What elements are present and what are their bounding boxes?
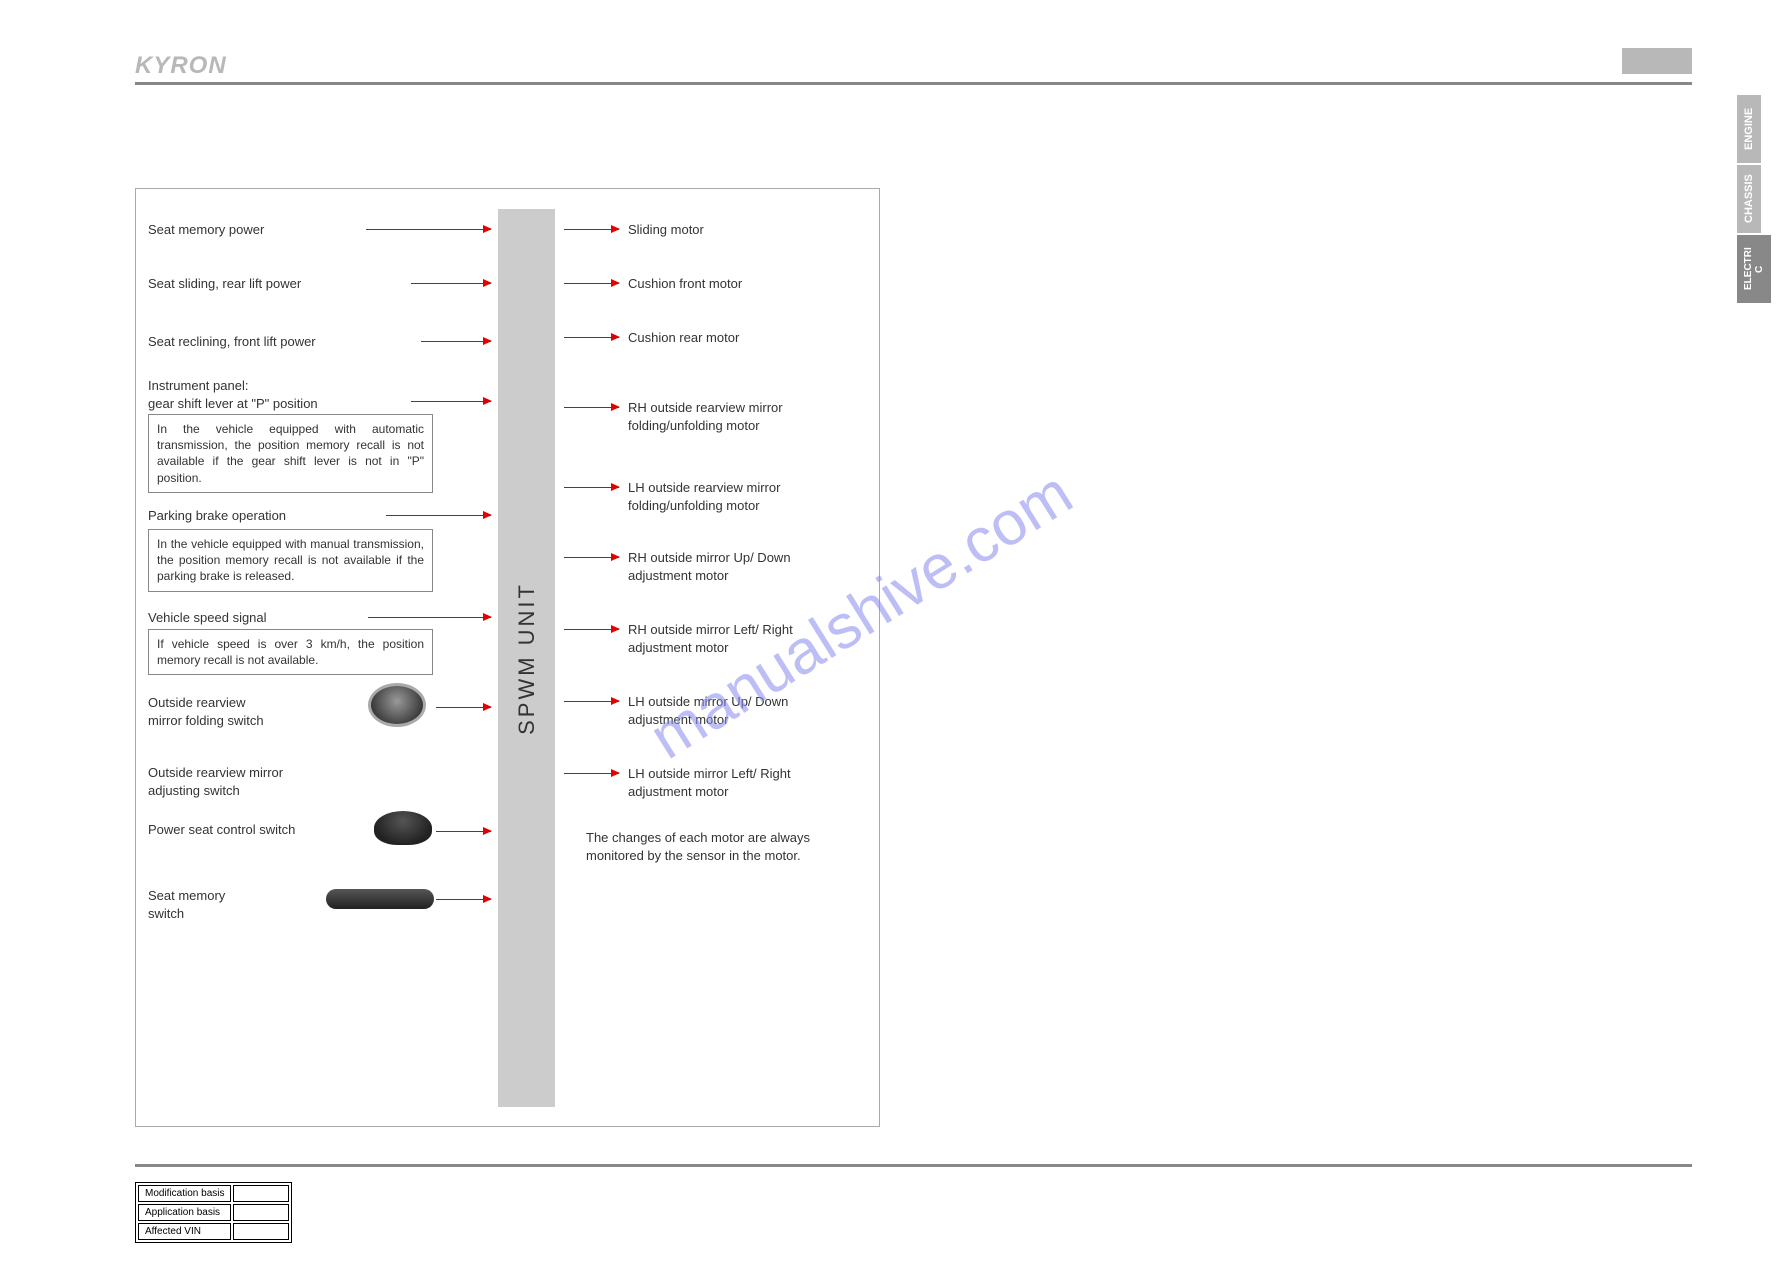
input-seat-reclining: Seat reclining, front lift power xyxy=(148,333,316,351)
arrow-icon xyxy=(366,229,491,230)
arrow-icon xyxy=(411,283,491,284)
cell-label: Modification basis xyxy=(138,1185,231,1202)
arrow-icon xyxy=(368,617,491,618)
label-line2: switch xyxy=(148,906,184,921)
page-header: KYRON xyxy=(135,52,1692,80)
input-seat-memory-power: Seat memory power xyxy=(148,221,264,239)
tab-chassis[interactable]: CHASSIS xyxy=(1737,165,1761,233)
input-parking-brake: Parking brake operation xyxy=(148,507,286,525)
cell-value xyxy=(233,1204,289,1221)
input-seat-memory-switch: Seat memory switch xyxy=(148,887,225,923)
header-page-block xyxy=(1622,48,1692,74)
note-box: In the vehicle equipped with automatic t… xyxy=(148,414,433,493)
arrow-icon xyxy=(564,283,619,284)
label-line1: Outside rearview xyxy=(148,695,246,710)
cell-value xyxy=(233,1223,289,1240)
output-sliding-motor: Sliding motor xyxy=(628,221,704,239)
note-box: In the vehicle equipped with manual tran… xyxy=(148,529,433,592)
label-line1: Seat memory xyxy=(148,888,225,903)
table-row: Modification basis xyxy=(138,1185,289,1202)
note-vehicle-speed: If vehicle speed is over 3 km/h, the pos… xyxy=(148,629,433,675)
label-line2: mirror folding switch xyxy=(148,713,264,728)
arrow-icon xyxy=(564,487,619,488)
input-seat-sliding: Seat sliding, rear lift power xyxy=(148,275,301,293)
arrow-icon xyxy=(564,337,619,338)
output-lh-mirror-fold: LH outside rearview mirror folding/unfol… xyxy=(628,479,788,515)
arrow-icon xyxy=(564,407,619,408)
arrow-icon xyxy=(386,515,491,516)
output-rh-mirror-updown: RH outside mirror Up/ Down adjustment mo… xyxy=(628,549,798,585)
footer-rule xyxy=(135,1164,1692,1167)
footer-meta-table: Modification basis Application basis Aff… xyxy=(135,1182,292,1243)
output-cushion-front: Cushion front motor xyxy=(628,275,742,293)
label-line1: Outside rearview mirror xyxy=(148,765,283,780)
cell-label: Application basis xyxy=(138,1204,231,1221)
note-automatic-transmission: In the vehicle equipped with automatic t… xyxy=(148,414,433,493)
input-instrument-panel: Instrument panel: gear shift lever at "P… xyxy=(148,377,318,413)
output-cushion-rear: Cushion rear motor xyxy=(628,329,739,347)
table-row: Affected VIN xyxy=(138,1223,289,1240)
arrow-icon xyxy=(564,701,619,702)
label-line1: Instrument panel: xyxy=(148,378,248,393)
section-tabs: ENGINE CHASSIS ELECTRI C xyxy=(1737,95,1765,305)
header-rule xyxy=(135,82,1692,85)
label-line2: gear shift lever at "P" position xyxy=(148,396,318,411)
output-rh-mirror-leftright: RH outside mirror Left/ Right adjustment… xyxy=(628,621,798,657)
power-seat-switch-icon xyxy=(374,811,432,845)
input-vehicle-speed: Vehicle speed signal xyxy=(148,609,267,627)
note-box: If vehicle speed is over 3 km/h, the pos… xyxy=(148,629,433,675)
cell-label: Affected VIN xyxy=(138,1223,231,1240)
arrow-icon xyxy=(436,707,491,708)
output-lh-mirror-leftright: LH outside mirror Left/ Right adjustment… xyxy=(628,765,798,801)
brand-logo: KYRON xyxy=(135,52,1692,80)
arrow-icon xyxy=(564,629,619,630)
mirror-folding-switch-icon xyxy=(368,683,426,727)
arrow-icon xyxy=(421,341,491,342)
arrow-icon xyxy=(436,831,491,832)
arrow-icon xyxy=(411,401,491,402)
seat-memory-switch-icon xyxy=(326,889,434,909)
spwm-diagram: SPWM UNIT Seat memory power Seat sliding… xyxy=(135,188,880,1127)
input-mirror-folding-switch: Outside rearview mirror folding switch xyxy=(148,694,264,730)
spwm-unit-label: SPWM UNIT xyxy=(514,582,540,735)
arrow-icon xyxy=(564,557,619,558)
arrow-icon xyxy=(436,899,491,900)
spwm-unit-block: SPWM UNIT xyxy=(498,209,555,1107)
tab-electric[interactable]: ELECTRI C xyxy=(1737,235,1771,303)
output-rh-mirror-fold: RH outside rearview mirror folding/unfol… xyxy=(628,399,788,435)
cell-value xyxy=(233,1185,289,1202)
table-row: Application basis xyxy=(138,1204,289,1221)
input-mirror-adjust-switch: Outside rearview mirror adjusting switch xyxy=(148,764,283,800)
output-lh-mirror-updown: LH outside mirror Up/ Down adjustment mo… xyxy=(628,693,798,729)
input-power-seat-switch: Power seat control switch xyxy=(148,821,295,839)
arrow-icon xyxy=(564,229,619,230)
label-line2: adjusting switch xyxy=(148,783,240,798)
arrow-icon xyxy=(564,773,619,774)
note-manual-transmission: In the vehicle equipped with manual tran… xyxy=(148,529,433,592)
tab-engine[interactable]: ENGINE xyxy=(1737,95,1761,163)
motor-sensor-note: The changes of each motor are always mon… xyxy=(586,829,842,865)
